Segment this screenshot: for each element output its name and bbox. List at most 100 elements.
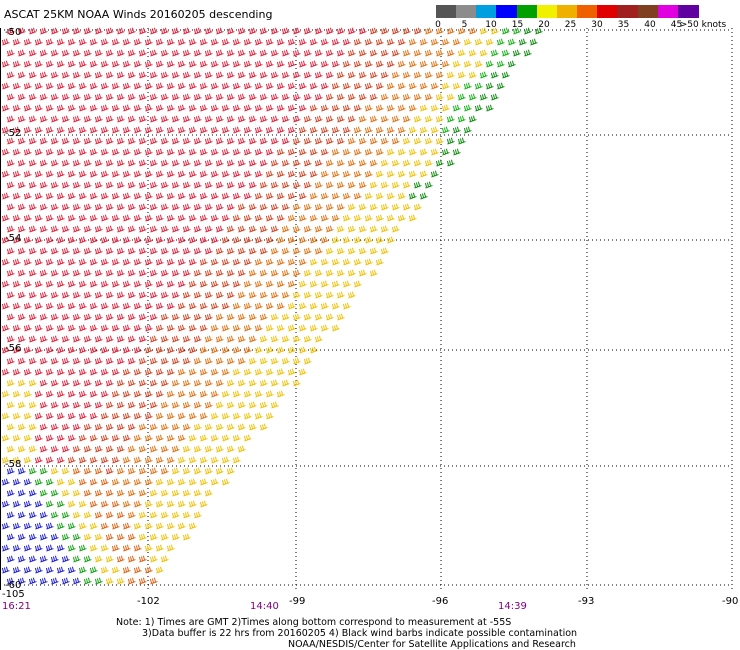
wind-barb [408,126,417,134]
wind-barb [177,412,186,420]
wind-barb [331,192,340,200]
wind-barb [67,258,76,266]
wind-barb [336,93,345,101]
wind-barb [424,115,433,123]
wind-barb [320,60,329,68]
wind-barb [50,225,59,233]
wind-barb [72,313,81,321]
wind-barb [320,236,329,244]
wind-barb [67,434,76,442]
wind-barb [314,335,323,343]
wind-barb [232,60,241,68]
wind-barb [94,203,103,211]
wind-barb [292,203,301,211]
wind-barb [287,126,296,134]
legend-label: 15 [511,20,524,30]
wind-barb [193,313,202,321]
wind-barb [100,126,109,134]
wind-barb [248,71,257,79]
wind-barb [122,280,131,288]
wind-barb [276,148,285,156]
wind-barb [89,214,98,222]
wind-barb [72,423,81,431]
wind-barb [78,456,87,464]
wind-barb [138,269,147,277]
wind-barb [144,412,153,420]
wind-barb [6,445,15,453]
wind-barb [391,27,400,35]
wind-barb [28,577,37,585]
wind-barb [270,225,279,233]
wind-barb [336,137,345,145]
wind-barb [358,27,367,35]
wind-barb [61,335,70,343]
wind-barb [39,225,48,233]
wind-barb [116,137,125,145]
wind-barb [248,225,257,233]
wind-barb [1,148,10,156]
wind-barb [298,38,307,46]
wind-barb [72,379,81,387]
wind-barb [12,434,21,442]
wind-barb [23,324,32,332]
wind-barb [171,533,180,541]
wind-barb [133,566,142,574]
wind-barb [166,192,175,200]
wind-barb [144,522,153,530]
wind-barb [94,93,103,101]
wind-barb [61,357,70,365]
wind-barb [430,170,439,178]
wind-barb [188,236,197,244]
wind-barb [160,401,169,409]
wind-barb [237,115,246,123]
wind-barb [133,544,142,552]
wind-barb [160,269,169,277]
wind-barb [94,71,103,79]
wind-barb [375,82,384,90]
wind-barb [12,500,21,508]
wind-barb [452,82,461,90]
wind-barb [72,269,81,277]
wind-barb [457,93,466,101]
wind-barb [111,302,120,310]
wind-barb [56,148,65,156]
wind-barb [320,104,329,112]
wind-barb [149,555,158,563]
wind-barb [133,214,142,222]
wind-barb [248,49,257,57]
wind-barb [39,445,48,453]
wind-barb [210,236,219,244]
wind-barb [12,412,21,420]
wind-barb [210,456,219,464]
wind-barb [138,423,147,431]
wind-barb [149,489,158,497]
wind-barb [105,577,114,585]
wind-barb [232,170,241,178]
wind-barb [56,192,65,200]
wind-barb [215,137,224,145]
wind-barb [309,280,318,288]
wind-barb [259,357,268,365]
wind-barb [490,27,499,35]
wind-barb [61,313,70,321]
wind-barb [100,522,109,530]
wind-barb [237,269,246,277]
wind-barb [232,346,241,354]
wind-barb [100,214,109,222]
wind-barb [413,181,422,189]
wind-barb [380,203,389,211]
wind-barb [166,544,175,552]
wind-barb [380,225,389,233]
wind-barb [474,60,483,68]
wind-barb [254,214,263,222]
wind-barb [298,192,307,200]
wind-barb [34,192,43,200]
wind-barb [45,60,54,68]
wind-barb [45,258,54,266]
wind-barb [28,27,37,35]
wind-barb [50,269,59,277]
wind-barb [265,214,274,222]
wind-barb [45,82,54,90]
wind-barb [155,258,164,266]
